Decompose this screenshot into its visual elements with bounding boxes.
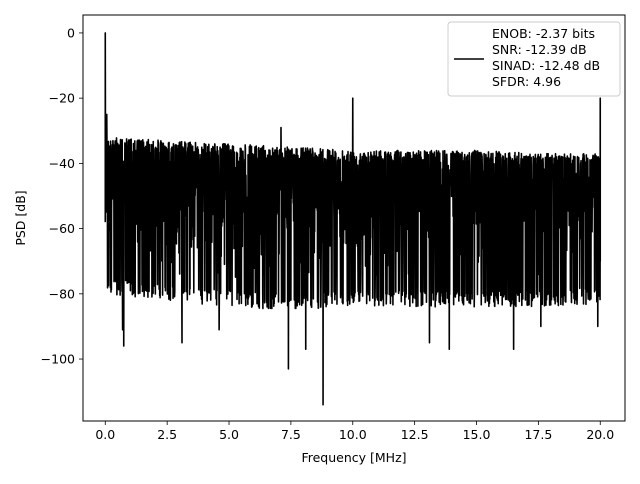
y-tick-label: −100 (41, 352, 75, 367)
legend: ENOB: -2.37 bits SNR: -12.39 dB SINAD: -… (447, 21, 621, 97)
y-axis-label: PSD [dB] (13, 190, 28, 245)
y-tick-label: 0 (67, 25, 75, 40)
y-tick-label: −60 (49, 221, 75, 236)
x-axis-label: Frequency [MHz] (301, 450, 406, 465)
y-tick-label: −80 (49, 286, 75, 301)
x-tick-label: 20.0 (586, 427, 614, 442)
x-tick-label: 12.5 (401, 427, 429, 442)
y-axis-ticks: 0 −20 −40 −60 −80 −100 (41, 25, 83, 367)
psd-series-line (104, 32, 602, 406)
x-tick-label: 7.5 (281, 427, 301, 442)
x-tick-label: 0.0 (95, 427, 115, 442)
legend-line-sinad: SINAD: -12.48 dB (492, 58, 600, 73)
legend-line-enob: ENOB: -2.37 bits (492, 26, 595, 41)
x-axis-ticks: 0.0 2.5 5.0 7.5 10.0 12.5 15.0 17.5 20.0 (95, 421, 614, 442)
x-tick-label: 10.0 (339, 427, 367, 442)
legend-line-snr: SNR: -12.39 dB (492, 42, 587, 57)
legend-line-sfdr: SFDR: 4.96 (492, 74, 561, 89)
x-tick-label: 2.5 (157, 427, 177, 442)
x-tick-label: 17.5 (524, 427, 552, 442)
x-tick-label: 5.0 (219, 427, 239, 442)
y-tick-label: −20 (49, 91, 75, 106)
legend-box (447, 21, 621, 97)
plot-frame (82, 14, 626, 422)
x-tick-label: 15.0 (463, 427, 491, 442)
y-tick-label: −40 (49, 156, 75, 171)
